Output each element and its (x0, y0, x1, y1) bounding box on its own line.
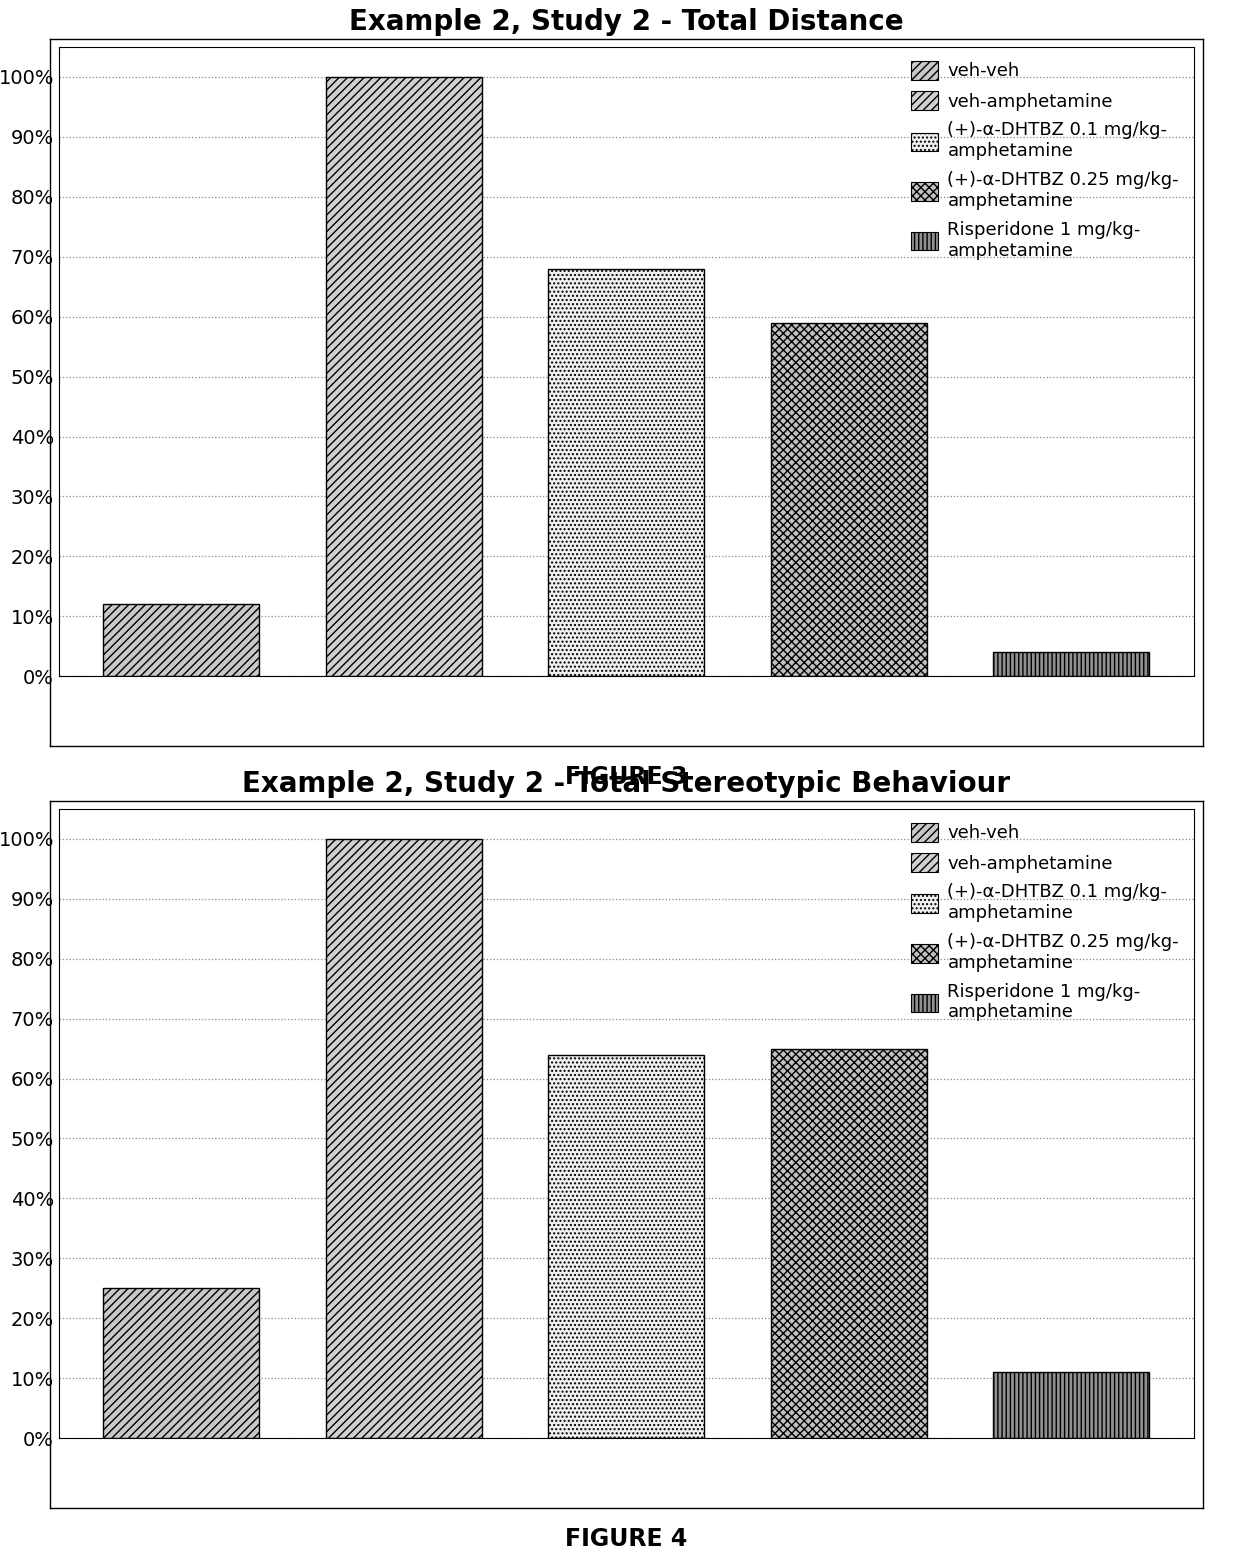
Title: Example 2, Study 2 - Total Stereotypic Behaviour: Example 2, Study 2 - Total Stereotypic B… (242, 770, 1011, 798)
Legend: veh-veh, veh-amphetamine, (+)-α-DHTBZ 0.1 mg/kg-
amphetamine, (+)-α-DHTBZ 0.25 m: veh-veh, veh-amphetamine, (+)-α-DHTBZ 0.… (906, 818, 1184, 1026)
Bar (548, 1054, 704, 1438)
Bar (103, 1289, 259, 1438)
Bar (993, 1373, 1149, 1438)
Legend: veh-veh, veh-amphetamine, (+)-α-DHTBZ 0.1 mg/kg-
amphetamine, (+)-α-DHTBZ 0.25 m: veh-veh, veh-amphetamine, (+)-α-DHTBZ 0.… (906, 56, 1184, 264)
Bar (771, 322, 926, 676)
Bar (771, 1048, 926, 1438)
Title: Example 2, Study 2 - Total Distance: Example 2, Study 2 - Total Distance (348, 8, 904, 36)
Bar (993, 653, 1149, 676)
Bar (103, 605, 259, 676)
Bar (548, 269, 704, 676)
Bar (326, 838, 481, 1438)
Bar (326, 76, 481, 676)
Text: FIGURE 4: FIGURE 4 (565, 1527, 687, 1550)
Text: FIGURE 3: FIGURE 3 (565, 765, 687, 788)
